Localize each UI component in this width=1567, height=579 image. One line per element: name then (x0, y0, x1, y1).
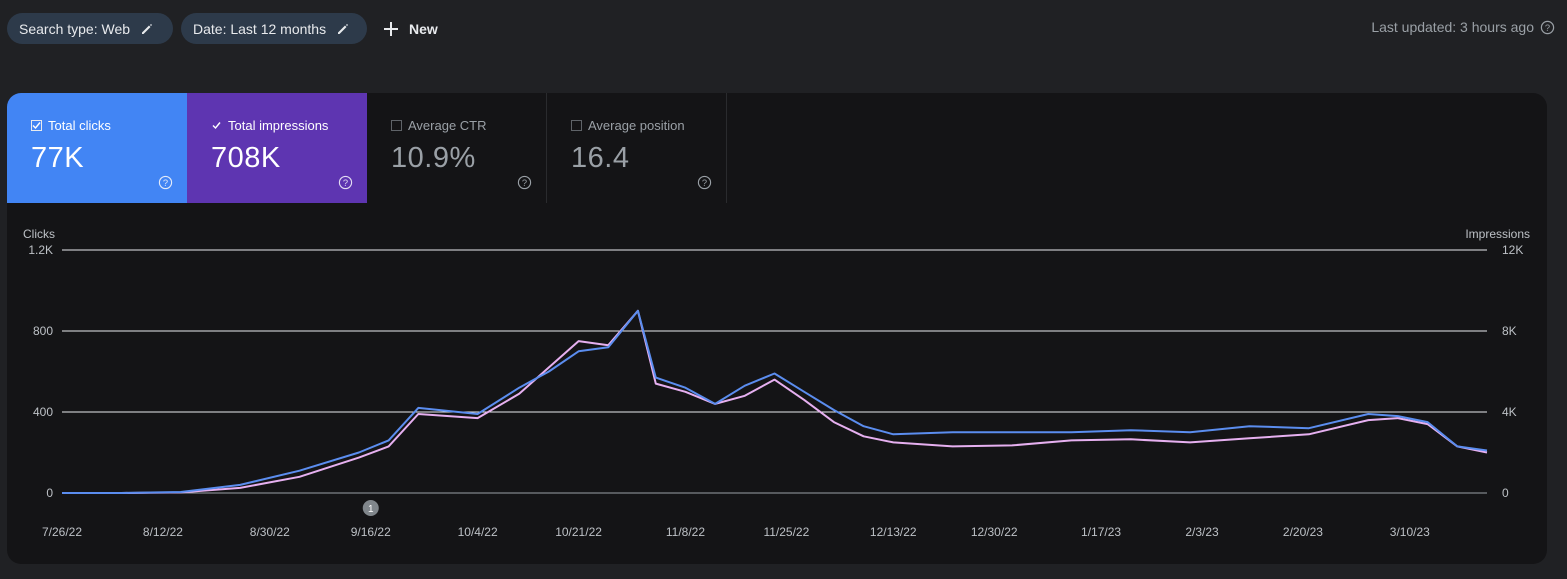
annotation-label: 1 (368, 504, 374, 515)
x-tick: 11/8/22 (666, 525, 705, 539)
y-tick-right: 8K (1502, 324, 1517, 338)
metric-value: 708K (211, 142, 281, 174)
date-range-label: Date: Last 12 months (193, 20, 327, 37)
performance-chart[interactable]: Clicks Impressions 0 0 400 4K 800 8K 1.2K 12K 7… (7, 93, 1547, 564)
x-tick: 1/17/23 (1081, 525, 1121, 539)
y-tick-right: 12K (1502, 243, 1523, 257)
metric-value: 16.4 (571, 142, 630, 174)
last-updated: Last updated: 3 hours ago ? (1371, 19, 1555, 35)
metric-total-clicks[interactable]: Total clicks 77K ? (7, 93, 187, 203)
metric-average-ctr[interactable]: Average CTR 10.9% ? (367, 93, 547, 203)
search-type-label: Search type: Web (19, 20, 131, 37)
x-tick: 8/12/22 (143, 525, 183, 539)
search-type-chip[interactable]: Search type: Web (7, 13, 173, 44)
metric-value: 77K (31, 142, 85, 174)
help-icon[interactable]: ? (697, 175, 712, 190)
performance-card: Total clicks 77K ? Total impressions 708… (7, 93, 1547, 564)
x-tick: 2/3/23 (1185, 525, 1219, 539)
y-tick-left: 1.2K (28, 243, 53, 257)
date-range-chip[interactable]: Date: Last 12 months (181, 13, 367, 44)
annotation-marker[interactable] (362, 500, 379, 516)
x-tick: 12/30/22 (971, 525, 1018, 539)
metric-average-position[interactable]: Average position 16.4 ? (547, 93, 727, 203)
help-icon[interactable]: ? (338, 175, 353, 190)
pencil-icon (142, 23, 153, 34)
y-tick-left: 0 (46, 486, 53, 500)
x-tick: 12/13/22 (870, 525, 917, 539)
y-tick-right: 4K (1502, 405, 1517, 419)
x-tick: 8/30/22 (250, 525, 290, 539)
checkbox-unchecked[interactable] (391, 120, 402, 131)
new-filter-label: New (409, 21, 438, 37)
metric-label: Total clicks (48, 118, 111, 133)
series-line-clicks (62, 309, 1488, 494)
series-line-impressions (62, 309, 1488, 494)
x-tick: 11/25/22 (763, 525, 809, 539)
svg-text:?: ? (343, 178, 348, 188)
svg-text:?: ? (1545, 22, 1550, 32)
right-axis-title: Impressions (1465, 227, 1530, 241)
help-icon[interactable]: ? (517, 175, 532, 190)
x-tick: 10/21/22 (555, 525, 602, 539)
metric-total-impressions[interactable]: Total impressions 708K ? (187, 93, 367, 203)
left-axis-title: Clicks (23, 227, 55, 241)
plus-icon (384, 22, 398, 36)
checkbox-checked[interactable] (211, 120, 222, 131)
new-filter-button[interactable]: New (383, 16, 438, 42)
metric-value: 10.9% (391, 142, 476, 174)
svg-text:?: ? (702, 178, 707, 188)
metric-label: Average position (588, 118, 685, 133)
svg-text:?: ? (163, 178, 168, 188)
last-updated-text: Last updated: 3 hours ago (1371, 19, 1534, 35)
x-tick: 2/20/23 (1283, 525, 1323, 539)
y-tick-right: 0 (1502, 486, 1509, 500)
help-icon[interactable]: ? (158, 175, 173, 190)
x-tick: 7/26/22 (42, 525, 82, 539)
checkbox-checked[interactable] (31, 120, 42, 131)
metric-label: Total impressions (228, 118, 329, 133)
x-tick: 10/4/22 (458, 525, 498, 539)
pencil-icon (338, 23, 349, 34)
x-tick: 9/16/22 (351, 525, 391, 539)
y-tick-left: 400 (33, 405, 53, 419)
x-tick: 3/10/23 (1390, 525, 1430, 539)
y-tick-left: 800 (33, 324, 53, 338)
svg-text:?: ? (522, 178, 527, 188)
help-icon[interactable]: ? (1540, 20, 1555, 35)
metric-label: Average CTR (408, 118, 487, 133)
checkbox-unchecked[interactable] (571, 120, 582, 131)
